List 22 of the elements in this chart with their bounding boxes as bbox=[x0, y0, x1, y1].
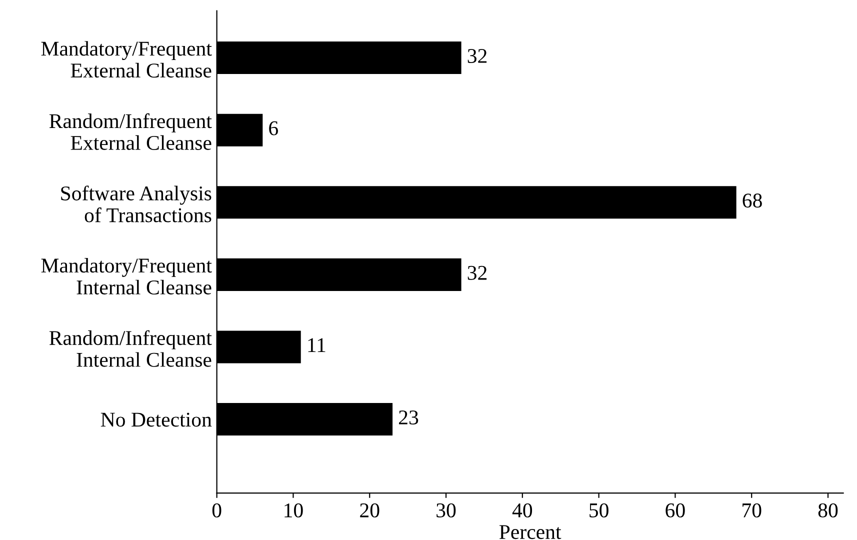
x-tick-label: 50 bbox=[590, 503, 608, 518]
y-tick-label: Mandatory/Frequent External Cleanse bbox=[41, 41, 212, 78]
data-label: 11 bbox=[308, 338, 326, 352]
data-label: 23 bbox=[399, 410, 418, 424]
data-label: 32 bbox=[468, 266, 487, 280]
y-tick-label: Random/Infrequent External Cleanse bbox=[49, 113, 212, 150]
x-tick-label: 70 bbox=[742, 503, 762, 518]
data-label: 32 bbox=[468, 49, 487, 64]
y-tick-label: Software Analysis of Transactions bbox=[61, 186, 212, 222]
x-axis-title: Percent bbox=[499, 525, 562, 540]
y-tick-label: Random/Infrequent Internal Cleanse bbox=[49, 330, 212, 367]
data-label: 6 bbox=[269, 121, 278, 136]
x-tick-label: 0 bbox=[212, 503, 222, 518]
x-tick-label: 10 bbox=[284, 503, 303, 518]
x-tick-label: 60 bbox=[666, 503, 685, 518]
y-tick-label: No Detection bbox=[100, 412, 212, 427]
data-label: 68 bbox=[742, 194, 762, 208]
x-tick-label: 80 bbox=[818, 503, 838, 518]
x-tick-label: 30 bbox=[436, 503, 456, 518]
y-tick-label: Mandatory/Frequent Internal Cleanse bbox=[41, 258, 212, 294]
x-tick-label: 40 bbox=[512, 503, 532, 518]
x-tick-label: 20 bbox=[360, 503, 380, 518]
